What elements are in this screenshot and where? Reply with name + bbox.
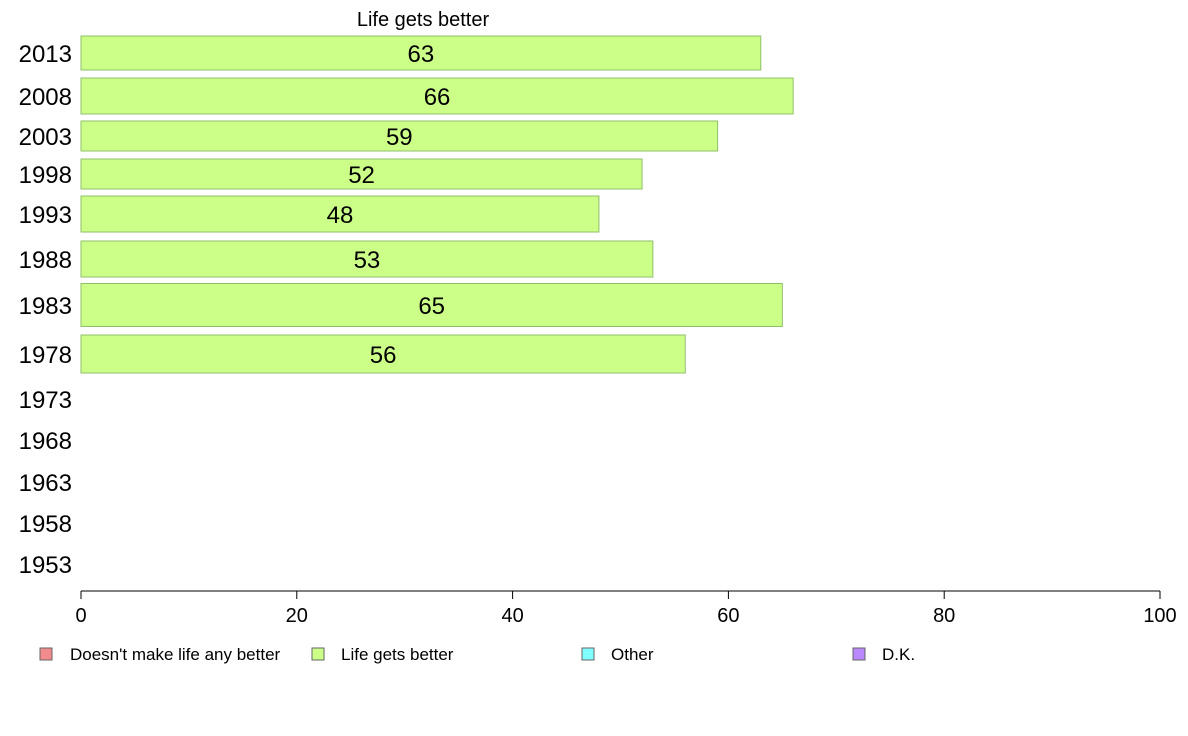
bar — [80, 283, 783, 327]
legend-label: Doesn't make life any better — [70, 645, 281, 664]
x-tick-label: 80 — [933, 605, 955, 627]
legend-swatch — [581, 647, 595, 661]
legend-swatch — [311, 647, 325, 661]
bar-value-label: 48 — [327, 202, 354, 229]
x-tick-label: 0 — [75, 605, 86, 627]
bar-value-label: 59 — [386, 124, 413, 151]
category-label: 1958 — [19, 511, 72, 538]
category-label: 2008 — [19, 84, 72, 111]
bar-value-label: 66 — [424, 84, 451, 111]
x-tick-label: 40 — [501, 605, 523, 627]
bar — [80, 195, 600, 233]
bar — [80, 240, 654, 278]
legend-label: D.K. — [882, 645, 915, 664]
x-tick-label: 100 — [1143, 605, 1176, 627]
bar-value-label: 65 — [418, 293, 445, 320]
category-label: 1968 — [19, 428, 72, 455]
category-labels: 2013 2008 2003 1998 1993 1988 1983 1978 1973 1968… — [19, 41, 72, 579]
category-label: 1973 — [19, 387, 72, 414]
legend-swatch — [852, 647, 866, 661]
bar-value-label: 53 — [354, 247, 381, 274]
category-label: 1988 — [19, 247, 72, 274]
legend: Doesn't make life any better Life gets be… — [39, 645, 915, 664]
category-label: 2003 — [19, 124, 72, 151]
legend-label: Other — [611, 645, 654, 664]
category-label: 1978 — [19, 342, 72, 369]
category-label: 2013 — [19, 41, 72, 68]
chart-title: Life gets better — [357, 9, 490, 31]
bar — [80, 77, 794, 115]
bar — [80, 120, 719, 152]
x-tick-label: 60 — [717, 605, 739, 627]
category-label: 1953 — [19, 552, 72, 579]
bar — [80, 334, 686, 374]
x-tick-label: 20 — [286, 605, 308, 627]
category-label: 1983 — [19, 293, 72, 320]
x-axis: 0 20 40 60 80 100 — [75, 590, 1177, 627]
bar — [80, 158, 643, 190]
bar — [80, 35, 762, 71]
category-label: 1993 — [19, 202, 72, 229]
legend-label: Life gets better — [341, 645, 454, 664]
bar-value-label: 63 — [408, 41, 435, 68]
bar-value-label: 52 — [348, 162, 375, 189]
category-label: 1998 — [19, 162, 72, 189]
bar-value-label: 56 — [370, 342, 397, 369]
legend-swatch — [39, 647, 53, 661]
category-label: 1963 — [19, 470, 72, 497]
